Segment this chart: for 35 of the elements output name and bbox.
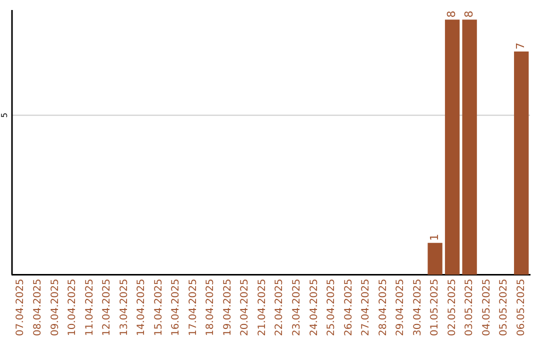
- x-tick-label: 20.04.2025: [240, 278, 251, 336]
- x-tick-label: 19.04.2025: [222, 278, 234, 336]
- x-tick-label: 03.05.2025: [464, 278, 476, 336]
- x-tick-label: 16.04.2025: [170, 278, 182, 336]
- x-tick-label: 23.04.2025: [291, 278, 302, 336]
- x-tick-label: 28.04.2025: [378, 278, 389, 336]
- x-tick-label: 01.05.2025: [430, 278, 441, 336]
- x-tick-label: 24.04.2025: [308, 278, 320, 336]
- x-tick-label: 04.05.2025: [481, 278, 492, 336]
- data-label: 8: [445, 10, 458, 18]
- x-tick-label: 27.04.2025: [360, 278, 372, 336]
- x-tick-label: 09.04.2025: [50, 278, 61, 336]
- x-tick-label: 21.04.2025: [256, 278, 268, 336]
- x-tick-label: 05.05.2025: [498, 278, 510, 336]
- x-tick-label: 07.04.2025: [15, 278, 26, 336]
- x-tick-label: 22.04.2025: [274, 278, 286, 336]
- x-tick-label: 12.04.2025: [102, 278, 113, 336]
- x-tick-label: 26.04.2025: [343, 278, 354, 336]
- data-label: 7: [514, 42, 528, 50]
- x-tick-label: 25.04.2025: [326, 278, 338, 336]
- x-tick-label: 17.04.2025: [188, 278, 199, 336]
- x-tick-label: 15.04.2025: [153, 278, 164, 336]
- x-tick-label: 11.04.2025: [84, 278, 96, 336]
- x-tick-label: 08.04.2025: [32, 278, 44, 336]
- x-tick-label: 02.05.2025: [446, 278, 458, 336]
- x-tick-label: 13.04.2025: [118, 278, 130, 336]
- x-tick-label: 30.04.2025: [412, 278, 424, 336]
- x-tick-label: 18.04.2025: [205, 278, 216, 336]
- x-tick-label: 14.04.2025: [136, 278, 148, 336]
- ref-line-label: 5: [0, 112, 10, 118]
- x-tick-label: 06.05.2025: [516, 278, 527, 336]
- data-label: 1: [428, 234, 441, 241]
- x-tick-label: 10.04.2025: [67, 278, 78, 336]
- x-tick-label: 29.04.2025: [395, 278, 406, 336]
- data-label: 8: [462, 10, 476, 18]
